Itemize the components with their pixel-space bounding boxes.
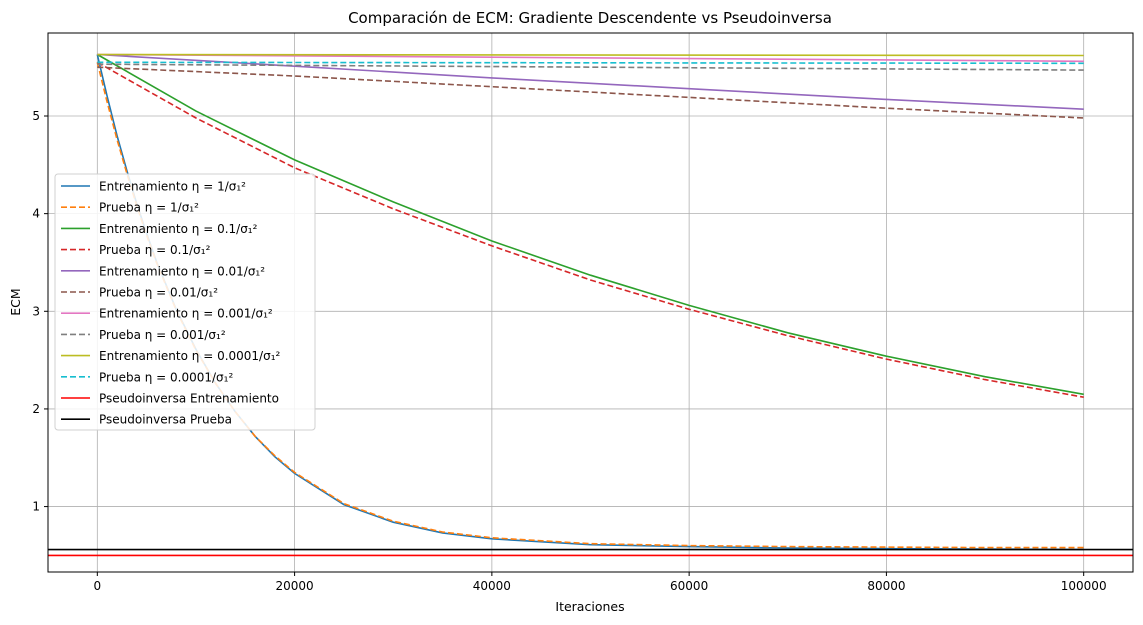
x-tick-label: 20000	[275, 579, 313, 593]
legend-label: Entrenamiento η = 0.01/σ₁²	[99, 264, 265, 278]
plot-frame	[47, 32, 1134, 573]
x-tick-label: 0	[93, 579, 101, 593]
y-tick-label: 4	[32, 207, 40, 221]
legend-label: Entrenamiento η = 1/σ₁²	[99, 180, 246, 194]
x-tick-label: 60000	[670, 579, 708, 593]
legend-label: Entrenamiento η = 0.0001/σ₁²	[99, 349, 281, 363]
chart-title: Comparación de ECM: Gradiente Descendent…	[348, 9, 832, 27]
legend-label: Pseudoinversa Prueba	[99, 413, 232, 427]
x-tick-label: 80000	[867, 579, 905, 593]
series-line-6	[97, 66, 1084, 119]
ticks: 0 20000 40000 60000 80000 100000 1 2 3 4 5	[32, 109, 1106, 593]
legend-label: Prueba η = 1/σ₁²	[99, 201, 199, 215]
series-line-2	[96, 62, 1084, 549]
y-tick-label: 5	[32, 109, 40, 123]
y-axis-label: ECM	[8, 288, 23, 315]
series-line-8	[97, 63, 1084, 71]
series-line-5	[97, 53, 1084, 110]
series-line-4	[96, 61, 1084, 398]
x-tick-label: 40000	[473, 579, 511, 593]
series-line-3	[96, 53, 1084, 396]
legend-label: Prueba η = 0.001/σ₁²	[99, 328, 226, 342]
y-tick-label: 2	[32, 402, 40, 416]
series-line-10	[97, 61, 1084, 65]
legend-label: Prueba η = 0.1/σ₁²	[99, 243, 211, 257]
y-tick-label: 3	[32, 304, 40, 318]
legend-label: Entrenamiento η = 0.1/σ₁²	[99, 222, 258, 236]
legend-label: Pseudoinversa Entrenamiento	[99, 392, 279, 406]
series-line-9	[97, 53, 1084, 57]
x-tick-label: 100000	[1061, 579, 1107, 593]
legend-label: Entrenamiento η = 0.001/σ₁²	[99, 307, 273, 321]
grid	[48, 33, 1133, 572]
series-line-7	[97, 53, 1084, 63]
legend-label: Prueba η = 0.0001/σ₁²	[99, 370, 233, 384]
legend-box	[54, 173, 316, 431]
legend: Entrenamiento η = 1/σ₁² Prueba η = 1/σ₁² E…	[54, 173, 316, 431]
x-axis-label: Iteraciones	[555, 599, 624, 614]
y-tick-label: 1	[32, 500, 40, 514]
legend-label: Prueba η = 0.01/σ₁²	[99, 286, 218, 300]
